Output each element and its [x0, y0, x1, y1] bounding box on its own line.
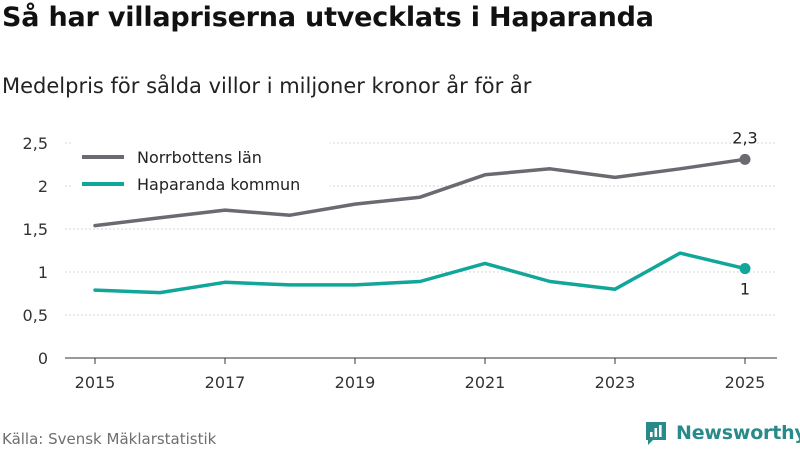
x-tick-label: 2015	[75, 373, 116, 392]
series-end-point	[739, 263, 751, 275]
series-line	[93, 251, 747, 295]
series-end-label: 2,3	[732, 128, 757, 147]
chart-subtitle: Medelpris för sålda villor i miljoner kr…	[2, 74, 532, 98]
legend-label: Haparanda kommun	[137, 175, 300, 194]
series-end-point	[739, 153, 751, 165]
series-end-label: 1	[740, 280, 750, 299]
y-tick-label: 2,5	[23, 134, 48, 153]
x-tick-label: 2023	[595, 373, 636, 392]
y-tick-label: 0,5	[23, 306, 48, 325]
y-tick-label: 1	[38, 263, 48, 282]
y-tick-label: 2	[38, 177, 48, 196]
x-tick-label: 2017	[205, 373, 246, 392]
newsworthy-logo-icon	[646, 422, 666, 445]
x-tick-label: 2021	[465, 373, 506, 392]
brand-logo[interactable]: Newsworthy	[644, 418, 800, 448]
legend-label: Norrbottens län	[137, 148, 262, 167]
x-tick-label: 2019	[335, 373, 376, 392]
x-tick-label: 2025	[725, 373, 766, 392]
y-tick-label: 1,5	[23, 220, 48, 239]
y-tick-label: 0	[38, 349, 48, 368]
source-note: Källa: Svensk Mäklarstatistik	[2, 430, 217, 448]
chart-title: Så har villapriserna utvecklats i Hapara…	[2, 2, 654, 33]
brand-name: Newsworthy	[676, 422, 800, 444]
series-line	[93, 157, 747, 228]
legend-background	[72, 141, 330, 201]
